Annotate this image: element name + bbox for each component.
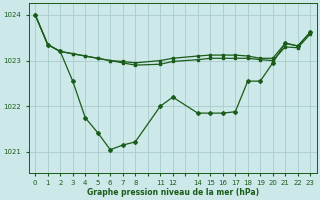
X-axis label: Graphe pression niveau de la mer (hPa): Graphe pression niveau de la mer (hPa) xyxy=(87,188,259,197)
